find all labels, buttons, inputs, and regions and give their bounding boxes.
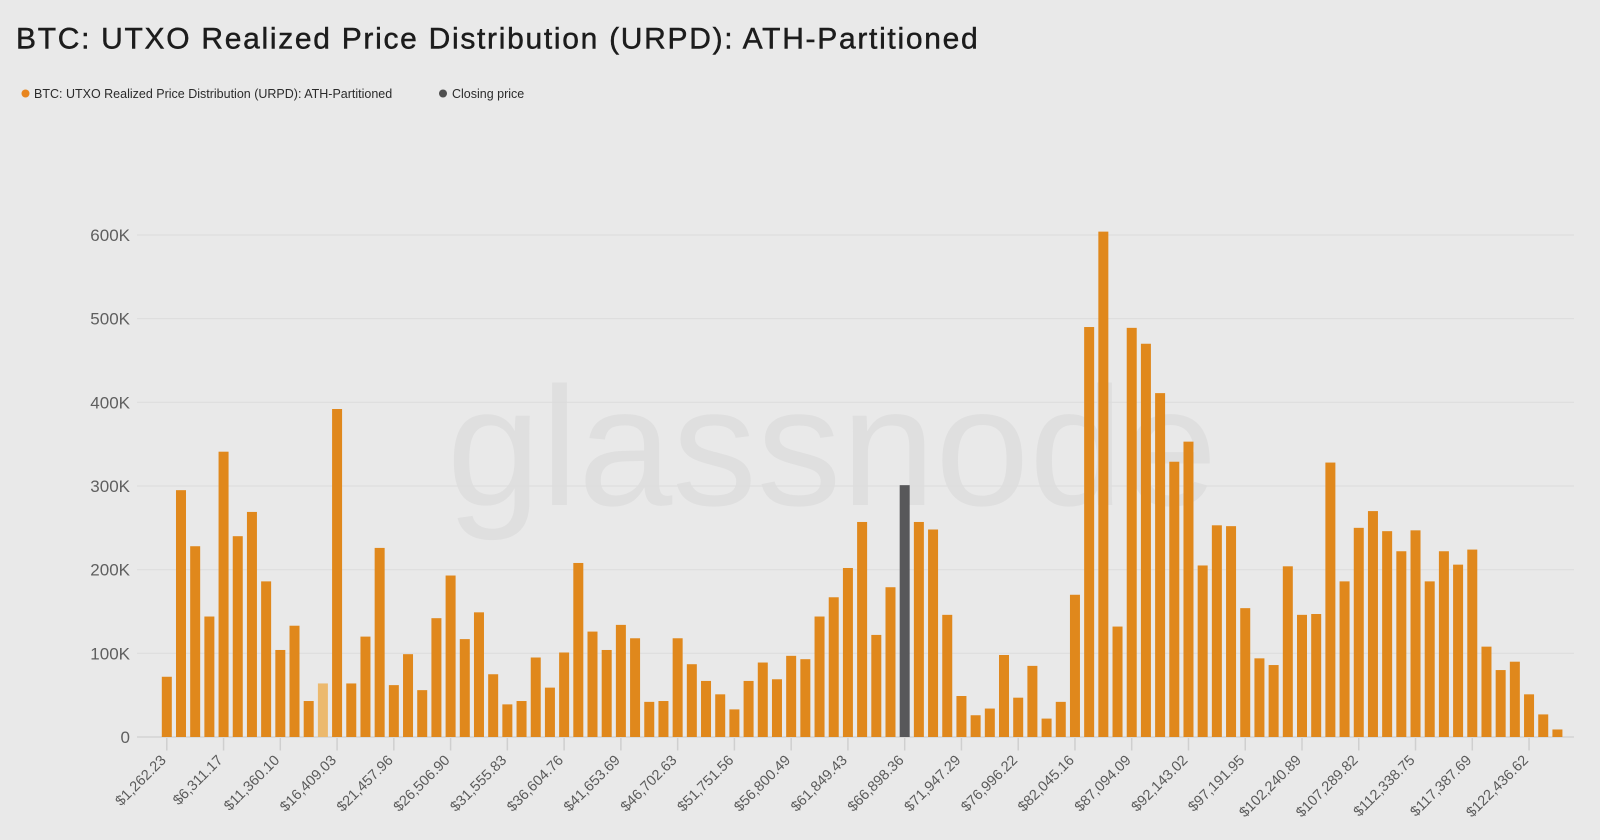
svg-text:400K: 400K xyxy=(90,393,130,412)
svg-text:600K: 600K xyxy=(90,226,130,245)
svg-text:500K: 500K xyxy=(90,310,130,329)
svg-text:BTC: UTXO Realized Price Distr: BTC: UTXO Realized Price Distribution (U… xyxy=(34,87,392,101)
svg-text:Closing price: Closing price xyxy=(452,87,524,101)
svg-text:200K: 200K xyxy=(90,561,130,580)
svg-text:100K: 100K xyxy=(90,644,130,663)
svg-text:300K: 300K xyxy=(90,477,130,496)
svg-text:0: 0 xyxy=(121,728,130,747)
svg-text:BTC: UTXO Realized Price Distr: BTC: UTXO Realized Price Distribution (U… xyxy=(16,23,979,56)
